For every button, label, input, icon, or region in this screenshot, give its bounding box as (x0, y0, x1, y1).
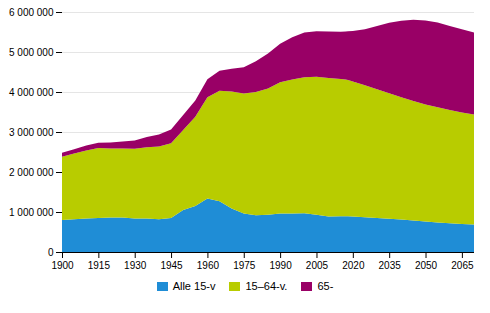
svg-text:1990: 1990 (269, 260, 292, 271)
svg-text:4 000 000: 4 000 000 (9, 87, 54, 98)
svg-text:1915: 1915 (88, 260, 111, 271)
svg-text:1945: 1945 (160, 260, 183, 271)
svg-text:0: 0 (48, 247, 54, 258)
svg-text:2020: 2020 (342, 260, 365, 271)
svg-text:1900: 1900 (51, 260, 74, 271)
html-text:65-: 65- (317, 280, 334, 292)
svg-text:1975: 1975 (233, 260, 256, 271)
svg-text:2 000 000: 2 000 000 (9, 167, 54, 178)
html-text:15–64-v.: 15–64-v. (245, 280, 288, 292)
html-text:Alle 15-v: Alle 15-v (172, 280, 216, 292)
svg-text:2035: 2035 (379, 260, 402, 271)
svg-text:5 000 000: 5 000 000 (9, 47, 54, 58)
svg-text:2050: 2050 (415, 260, 438, 271)
svg-text:1960: 1960 (197, 260, 220, 271)
svg-text:1 000 000: 1 000 000 (9, 207, 54, 218)
svg-text:2005: 2005 (306, 260, 329, 271)
svg-text:1930: 1930 (124, 260, 147, 271)
svg-text:3 000 000: 3 000 000 (9, 127, 54, 138)
svg-text:6 000 000: 6 000 000 (9, 7, 54, 18)
svg-text:2065: 2065 (451, 260, 474, 271)
